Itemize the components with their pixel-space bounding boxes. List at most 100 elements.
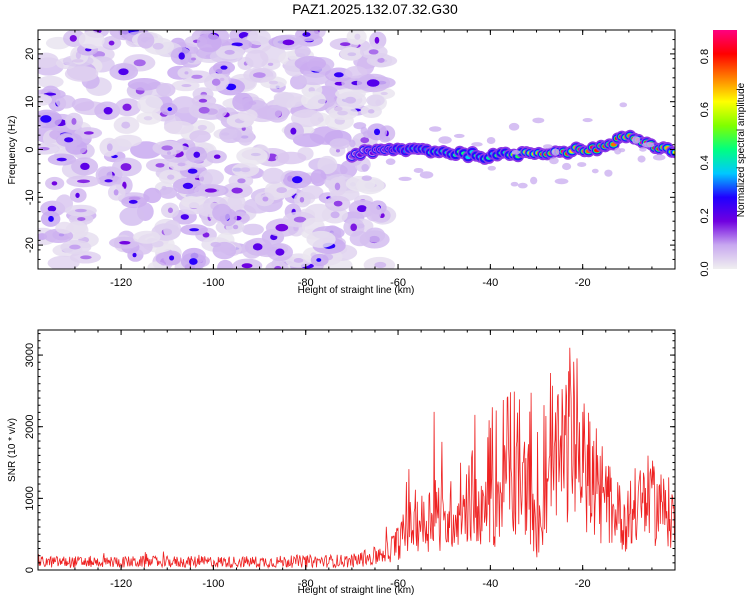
noise-blob [301, 91, 326, 110]
noise-blob [365, 227, 386, 243]
noise-blob-core [252, 243, 263, 251]
noise-blob-core [133, 59, 146, 67]
noise-blob [71, 97, 95, 112]
noise-blob-core [367, 109, 375, 114]
noise-blob-core [350, 223, 357, 232]
noise-blob-core [132, 252, 137, 258]
noise-blob [143, 187, 162, 204]
noise-blob [38, 75, 64, 89]
noise-blob-core [334, 182, 341, 191]
noise-blob-core [180, 214, 189, 220]
noise-blob-core [276, 187, 288, 194]
noise-blob [189, 130, 211, 143]
y-tick-label: 1000 [24, 486, 36, 510]
noise-blob [137, 94, 164, 114]
noise-blob [262, 167, 285, 184]
noise-blob-core [274, 265, 282, 269]
noise-blob [38, 52, 59, 69]
noise-blob [212, 203, 232, 222]
noise-blob-core [167, 207, 173, 214]
noise-blob-core [290, 127, 297, 135]
colorbar-label: Normalized spectral amplitude [736, 82, 747, 217]
y-tick-label: 2000 [24, 414, 36, 438]
noise-blob-core [374, 36, 380, 44]
noise-blob [642, 142, 655, 148]
noise-blob [530, 176, 538, 185]
noise-blob [163, 220, 182, 239]
noise-blob [652, 154, 666, 161]
noise-blob [549, 157, 559, 165]
noise-blob-core [197, 124, 207, 131]
noise-blob [127, 78, 161, 91]
noise-blob-core [240, 167, 251, 173]
noise-blob [362, 130, 373, 139]
noise-blob [637, 155, 646, 163]
noise-blob-core [152, 42, 164, 50]
noise-blob-core [106, 143, 113, 152]
noise-blob [542, 144, 553, 149]
noise-blob [517, 182, 528, 189]
noise-blob-core [237, 178, 246, 184]
noise-blob-core [330, 211, 340, 219]
noise-blob [236, 147, 268, 166]
x-tick-label: -20 [575, 277, 591, 289]
noise-blob [232, 92, 254, 112]
noise-blob-core [292, 176, 303, 184]
noise-blob-core [333, 72, 344, 78]
snr-x-label: Height of straight line (km) [298, 585, 415, 596]
noise-blob-core [178, 52, 185, 60]
y-tick-label: 0 [24, 567, 36, 573]
noise-blob-core [143, 116, 153, 121]
x-tick-label: -20 [575, 578, 591, 590]
noise-blob [471, 142, 483, 147]
noise-blob-core [48, 215, 54, 222]
noise-blob [577, 162, 587, 167]
noise-blob-core [118, 68, 129, 76]
x-tick-label: -120 [110, 277, 132, 289]
x-tick-label: -60 [390, 578, 406, 590]
colorbar-tick-label: 0.6 [699, 102, 711, 117]
noise-blob-core [224, 49, 235, 55]
noise-blob [212, 241, 237, 260]
noise-blob-core [253, 72, 266, 78]
noise-blob [510, 181, 519, 187]
noise-blob [618, 148, 626, 153]
noise-blob [227, 193, 246, 211]
noise-blob [339, 47, 363, 61]
noise-blob [385, 158, 396, 165]
noise-blob-core [360, 137, 370, 144]
noise-blob-core [302, 32, 311, 37]
noise-blob-core [262, 196, 269, 202]
noise-blob-core [187, 168, 198, 174]
noise-blob-core [220, 65, 228, 70]
noise-blob-core [128, 199, 138, 204]
noise-blob-core [231, 187, 243, 194]
noise-blob-core [71, 118, 77, 125]
noise-blob [113, 134, 143, 147]
y-tick-label: 20 [24, 48, 36, 60]
noise-blob [47, 255, 80, 269]
noise-blob [38, 93, 52, 106]
noise-blob-core [293, 257, 304, 263]
noise-blob-core [232, 224, 239, 230]
noise-blob [275, 151, 307, 165]
noise-blob-core [113, 189, 119, 196]
noise-blob-core [333, 200, 343, 207]
noise-blob-core [191, 57, 196, 61]
noise-blob-core [77, 217, 86, 222]
noise-blob-core [177, 162, 186, 167]
noise-blob-core [121, 121, 131, 129]
noise-blob-core [267, 62, 274, 66]
noise-blob [137, 32, 155, 49]
noise-blob [591, 168, 599, 174]
noise-blob-core [344, 96, 357, 104]
noise-blob-core [198, 106, 210, 114]
noise-blob-core [213, 154, 221, 159]
noise-blob-core [104, 179, 113, 183]
noise-blob-core [268, 80, 279, 85]
noise-blob-core [69, 244, 81, 250]
noise-blob-core [182, 182, 194, 190]
